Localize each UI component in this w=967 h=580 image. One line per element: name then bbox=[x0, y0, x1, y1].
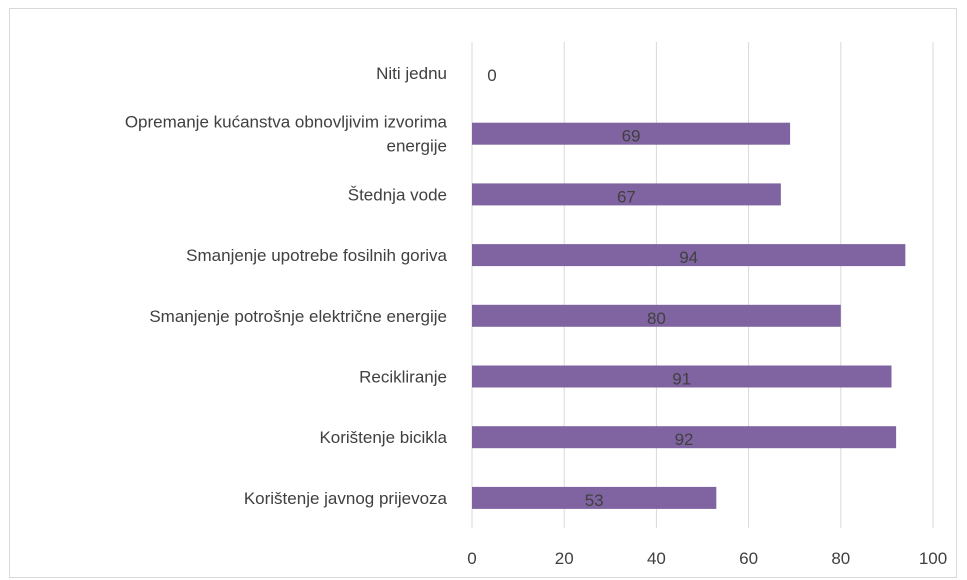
x-tick-label: 100 bbox=[919, 549, 947, 568]
data-label: 0 bbox=[487, 66, 496, 85]
x-tick-label: 0 bbox=[467, 549, 476, 568]
data-label: 91 bbox=[672, 370, 691, 389]
category-label: Recikliranje bbox=[359, 368, 447, 387]
data-label: 53 bbox=[585, 491, 604, 510]
data-label: 94 bbox=[679, 248, 698, 267]
category-label: energije bbox=[387, 137, 448, 156]
x-tick-label: 60 bbox=[739, 549, 758, 568]
bars bbox=[472, 122, 906, 509]
bar bbox=[472, 365, 892, 388]
x-tick-label: 20 bbox=[555, 549, 574, 568]
category-labels: Niti jednu Opremanje kućanstva obnovljivi… bbox=[125, 64, 448, 508]
bar bbox=[472, 183, 781, 206]
category-label: Smanjenje potrošnje električne energije bbox=[149, 307, 447, 326]
data-labels: 0 69 67 94 80 91 92 53 bbox=[487, 66, 698, 510]
category-label: Štednja vode bbox=[348, 185, 447, 204]
x-tick-label: 40 bbox=[647, 549, 666, 568]
category-label: Korištenje javnog prijevoza bbox=[244, 489, 448, 508]
category-label: Smanjenje upotrebe fosilnih goriva bbox=[186, 246, 447, 265]
x-tick-label: 80 bbox=[831, 549, 850, 568]
data-label: 67 bbox=[617, 187, 636, 206]
bar bbox=[472, 244, 906, 267]
category-label: Opremanje kućanstva obnovljivim izvorima bbox=[125, 113, 448, 132]
bar bbox=[472, 486, 717, 509]
gridlines bbox=[471, 42, 934, 528]
bar bbox=[472, 426, 897, 449]
category-label: Korištenje bicikla bbox=[319, 428, 447, 447]
data-label: 80 bbox=[647, 309, 666, 328]
data-label: 92 bbox=[675, 430, 694, 449]
chart-frame bbox=[9, 8, 957, 578]
data-label: 69 bbox=[622, 127, 641, 146]
bar bbox=[472, 122, 791, 145]
category-label: Niti jednu bbox=[376, 64, 447, 83]
x-axis-ticks: 0 20 40 60 80 100 bbox=[467, 549, 947, 568]
bar bbox=[472, 304, 841, 327]
